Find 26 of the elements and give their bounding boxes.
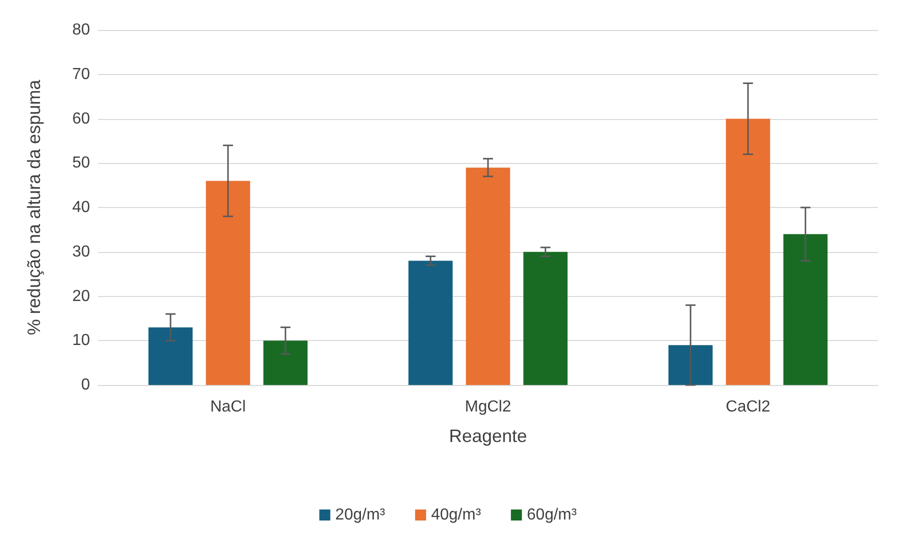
y-axis-title: % redução na altura da espuma bbox=[24, 78, 44, 336]
bar bbox=[148, 327, 193, 385]
bar bbox=[726, 118, 770, 385]
bar bbox=[263, 340, 308, 385]
bar bbox=[783, 234, 828, 385]
bar bbox=[206, 180, 250, 385]
y-tick-label: 80 bbox=[72, 22, 90, 38]
x-tick-label: NaCl bbox=[210, 398, 246, 416]
x-tick-label: CaCl2 bbox=[726, 398, 770, 416]
bar bbox=[466, 168, 510, 385]
x-axis-title: Reagente bbox=[448, 426, 528, 446]
y-tick-label: 20 bbox=[72, 288, 90, 305]
bar bbox=[408, 260, 453, 385]
y-tick-label: 40 bbox=[72, 199, 90, 216]
y-tick-label: 0 bbox=[81, 376, 90, 394]
y-tick-label: 60 bbox=[72, 110, 90, 128]
bar bbox=[523, 252, 568, 385]
legend-label: 60g/m³ bbox=[526, 506, 578, 524]
y-tick-label: 50 bbox=[72, 154, 90, 172]
y-tick-label: 70 bbox=[72, 66, 90, 83]
y-tick-label: 30 bbox=[72, 243, 90, 260]
legend-label: 20g/m³ bbox=[335, 506, 386, 524]
x-tick-label: MgCl2 bbox=[464, 398, 512, 416]
legend-label: 40g/m³ bbox=[431, 506, 482, 524]
bar bbox=[668, 345, 713, 385]
y-tick-label: 10 bbox=[72, 332, 90, 350]
